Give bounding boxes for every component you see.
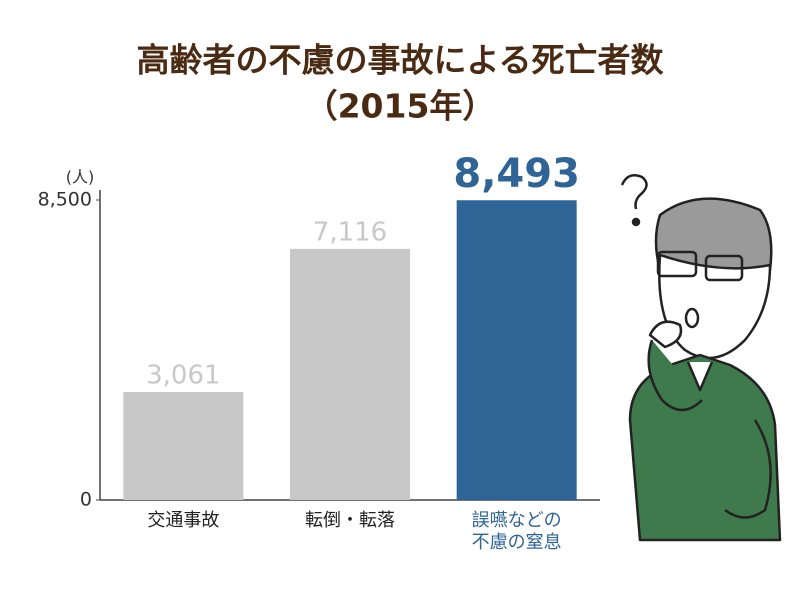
value-label: 3,061 bbox=[146, 360, 220, 390]
x-tick-label: 誤嚥などの不慮の窒息 bbox=[471, 510, 562, 553]
y-tick-label: 8,500 bbox=[38, 189, 92, 211]
bar bbox=[456, 200, 577, 500]
value-label: 8,493 bbox=[453, 151, 580, 197]
x-tick-label: 交通事故 bbox=[147, 510, 220, 531]
value-label: 7,116 bbox=[313, 217, 387, 247]
chart-title: 高齢者の不慮の事故による死亡者数 bbox=[136, 41, 664, 80]
x-tick-label: 転倒・転落 bbox=[305, 510, 395, 531]
bar bbox=[290, 248, 410, 500]
chart-subtitle: （2015年） bbox=[305, 87, 496, 126]
illustration bbox=[620, 174, 782, 542]
y-unit: (人) bbox=[66, 168, 95, 187]
y-tick-label: 0 bbox=[80, 489, 92, 511]
bar bbox=[123, 391, 244, 500]
